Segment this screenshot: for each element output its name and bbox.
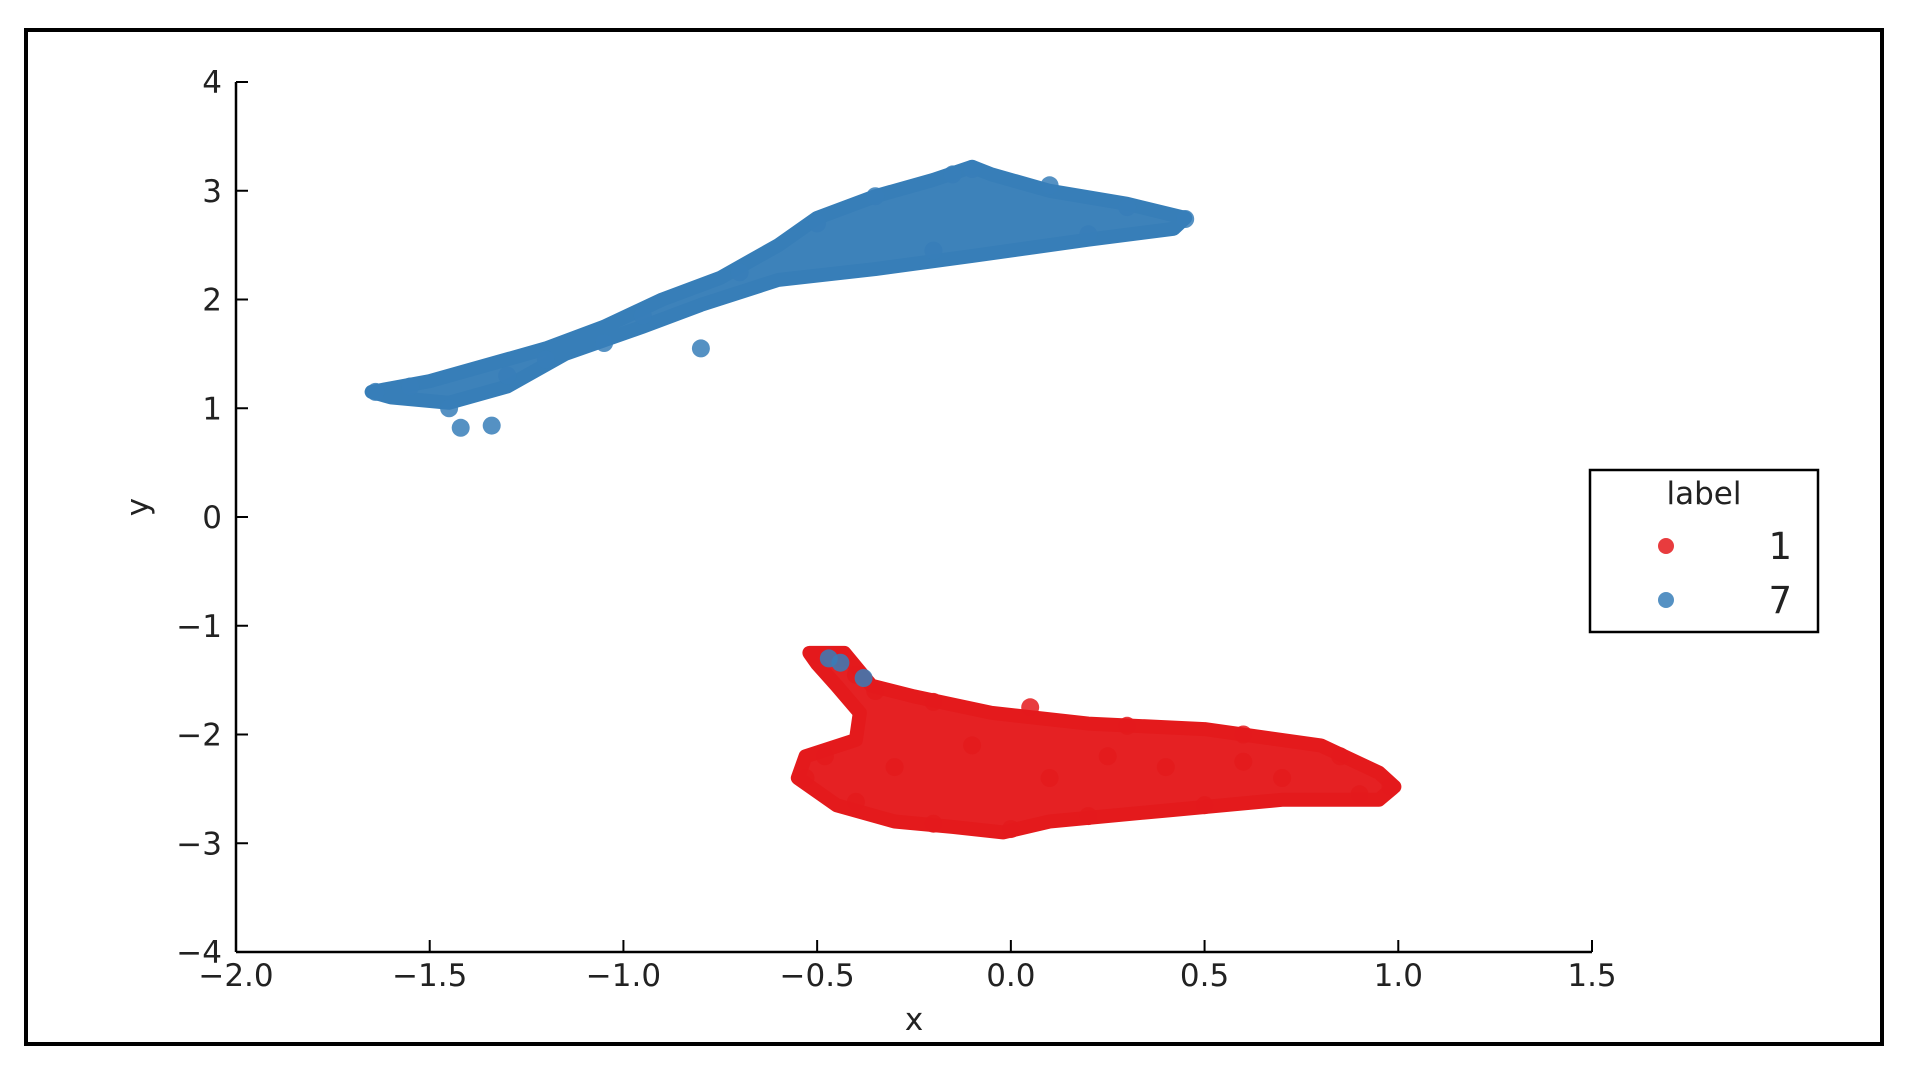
legend-marker-1	[1658, 538, 1674, 554]
point-series-7-14	[963, 160, 982, 178]
point-series-7-10	[730, 263, 749, 282]
point-series-1-12	[1079, 807, 1098, 826]
point-series-1-4	[924, 692, 943, 711]
point-series-7-22	[854, 669, 873, 687]
x-tick-label-6: 1.0	[1374, 958, 1423, 994]
y-tick-label-4: 0	[202, 500, 222, 536]
point-series-1-14	[924, 814, 943, 833]
point-series-1-24	[1234, 752, 1253, 771]
points-layer	[366, 160, 1400, 839]
x-tick-label-1: −1.5	[392, 958, 467, 994]
point-series-7-21	[831, 653, 850, 672]
y-tick-label-3: −1	[176, 609, 222, 645]
x-tick-label-4: 0.0	[986, 958, 1035, 994]
point-series-7-6	[536, 350, 555, 369]
point-series-1-3	[866, 682, 885, 700]
point-series-7-16	[1118, 198, 1137, 217]
x-tick-label-3: −0.5	[780, 958, 855, 994]
point-series-1-20	[1156, 758, 1175, 777]
point-series-7-0	[366, 382, 385, 401]
point-series-7-15	[1040, 176, 1059, 195]
y-tick-label-8: 4	[202, 65, 222, 101]
scatter-chart: −2.0 −1.5 −1.0 −0.5 0.0 0.5 1.0 1.5 −4 −3 −2 −1 0 1 2 3…	[120, 65, 1820, 1038]
point-series-7-11	[808, 214, 827, 233]
y-tick-label-6: 2	[202, 283, 222, 319]
legend: label 1 7	[1588, 468, 1820, 634]
legend-label-7: 7	[1768, 579, 1792, 622]
point-series-1-8	[1331, 747, 1350, 766]
point-series-1-9	[1381, 777, 1400, 796]
cluster-series-7	[364, 159, 1193, 410]
point-series-1-11	[1195, 796, 1214, 815]
legend-label-1: 1	[1768, 525, 1792, 568]
point-series-7-19	[924, 241, 943, 260]
point-series-1-5	[1021, 698, 1040, 717]
point-series-1-15	[846, 792, 865, 811]
axes: −2.0 −1.5 −1.0 −0.5 0.0 0.5 1.0 1.5 −4 −3 −2 −1 0 1 2 3…	[176, 65, 1616, 994]
x-tick-label-5: 0.5	[1180, 958, 1229, 994]
figure-frame: −2.0 −1.5 −1.0 −0.5 0.0 0.5 1.0 1.5 −4 −3 −2 −1 0 1 2 3…	[24, 28, 1884, 1046]
y-tick-label-7: 3	[202, 174, 222, 210]
point-series-7-9	[691, 339, 710, 358]
point-series-1-23	[1098, 747, 1117, 766]
point-series-1-17	[815, 747, 834, 766]
point-series-1-22	[963, 736, 982, 755]
point-series-7-18	[1079, 225, 1098, 244]
point-series-7-12	[866, 187, 885, 206]
point-series-7-7	[595, 334, 614, 352]
legend-marker-7	[1658, 592, 1674, 608]
point-series-7-1	[401, 377, 420, 396]
point-series-7-5	[498, 366, 517, 385]
point-series-7-2	[440, 399, 459, 418]
legend-box	[1588, 468, 1820, 634]
point-series-1-16	[796, 769, 815, 787]
x-axis-label: x	[905, 1002, 923, 1038]
point-series-1-10	[1350, 785, 1369, 804]
legend-title: label	[1667, 476, 1742, 512]
x-tick-label-0: −2.0	[198, 958, 273, 994]
point-series-7-3	[451, 418, 470, 437]
point-series-7-8	[633, 306, 652, 325]
y-tick-label-1: −3	[176, 826, 222, 862]
point-series-1-6	[1118, 716, 1137, 735]
y-tick-label-2: −2	[176, 718, 222, 754]
y-axis-label: y	[120, 498, 156, 516]
y-tick-label-5: 1	[202, 391, 222, 427]
point-series-7-17	[1176, 210, 1195, 228]
point-series-1-19	[1040, 769, 1059, 787]
point-series-1-13	[1001, 820, 1020, 839]
point-series-7-4	[482, 416, 501, 435]
x-tick-label-7: 1.5	[1567, 958, 1616, 994]
point-series-1-18	[885, 758, 904, 777]
y-tick-label-0: −4	[176, 935, 222, 971]
point-series-1-7	[1234, 725, 1253, 744]
cluster-series-1	[790, 645, 1402, 840]
point-series-1-21	[1273, 769, 1292, 787]
point-series-7-13	[943, 165, 962, 184]
x-tick-label-2: −1.0	[586, 958, 661, 994]
